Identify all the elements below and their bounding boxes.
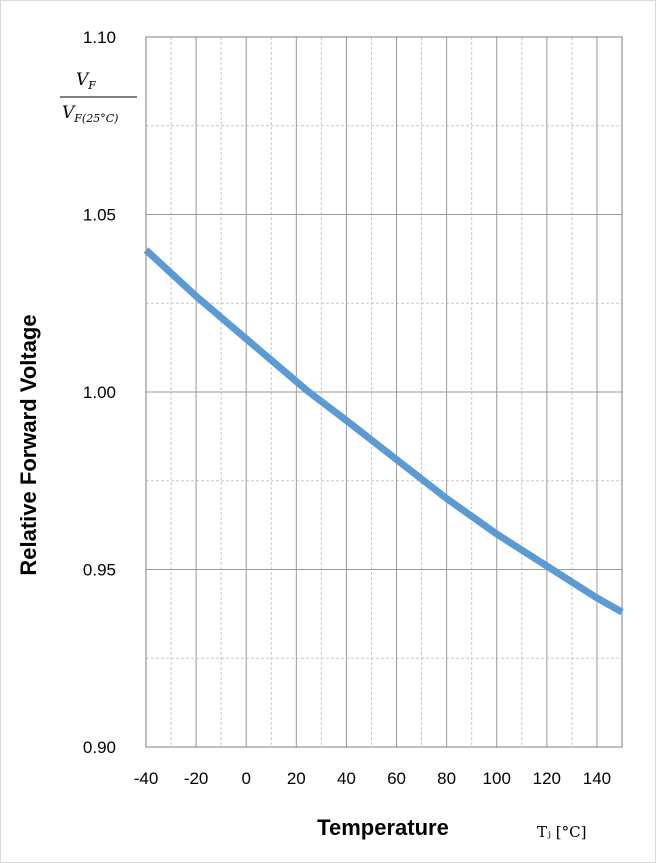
x-axis-title: Temperature	[317, 815, 449, 840]
y-tick-label: 1.00	[83, 383, 116, 402]
x-tick-label: 120	[533, 769, 561, 788]
x-tick-label: 100	[483, 769, 511, 788]
x-tick-label: 140	[583, 769, 611, 788]
major-grid	[146, 37, 622, 747]
y-axis-fraction-label: VF VF(25°C)	[60, 70, 137, 125]
fraction-denominator: VF(25°C)	[62, 103, 118, 125]
series-line	[143, 247, 624, 616]
x-tick-label: 40	[337, 769, 356, 788]
x-tick-label: 0	[241, 769, 250, 788]
y-tick-label: 1.05	[83, 206, 116, 225]
y-axis-title: Relative Forward Voltage	[16, 314, 41, 575]
x-tick-label: 80	[437, 769, 456, 788]
x-tick-label: 20	[287, 769, 306, 788]
y-tick-label: 1.10	[83, 28, 116, 47]
y-tick-label: 0.90	[83, 738, 116, 757]
x-tick-labels: -40 -20 0 20 40 60 80 100 120 140	[134, 769, 611, 788]
x-tick-label: 60	[387, 769, 406, 788]
y-tick-labels: 0.90 0.95 1.00 1.05 1.10	[83, 28, 116, 757]
x-tick-label: -40	[134, 769, 159, 788]
x-tick-label: -20	[184, 769, 209, 788]
series-layer	[143, 247, 624, 616]
fraction-numerator: VF	[76, 70, 96, 92]
y-tick-label: 0.95	[83, 561, 116, 580]
x-axis-unit: Tⱼ [°C]	[537, 823, 586, 841]
plot-area-border	[145, 36, 623, 748]
